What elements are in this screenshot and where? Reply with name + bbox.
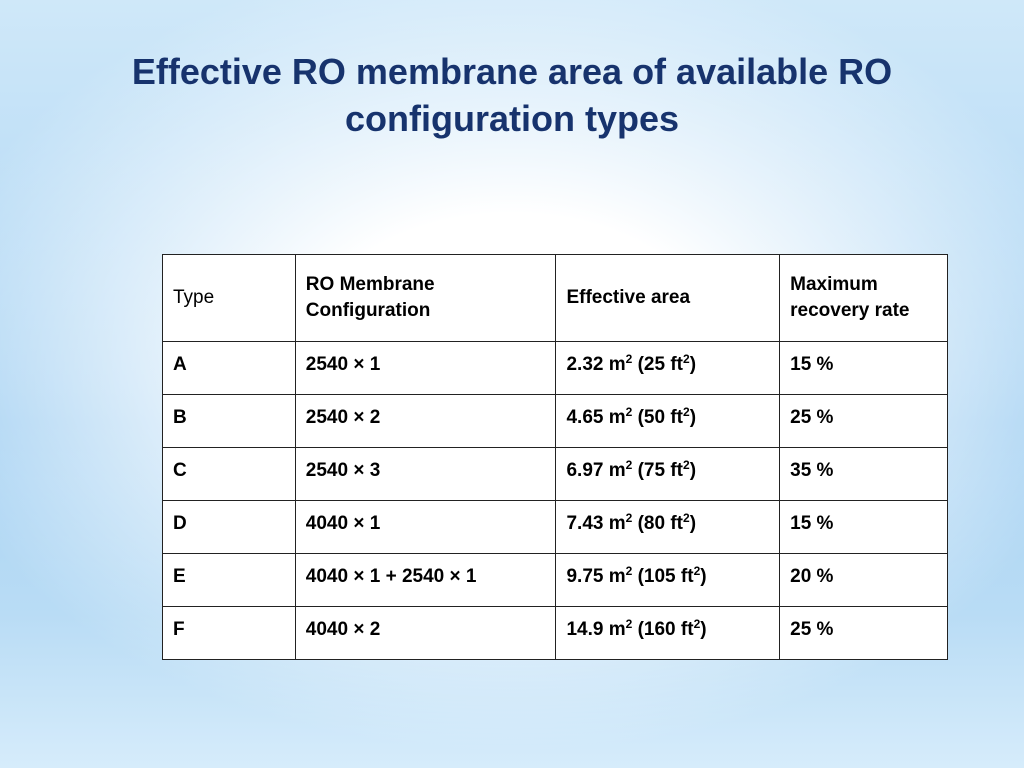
cell-type: D (162, 500, 296, 554)
table-row: A 2540 × 1 2.32 m2 (25 ft2) 15 % (162, 341, 948, 395)
table-row: D 4040 × 1 7.43 m2 (80 ft2) 15 % (162, 500, 948, 554)
cell-recovery-rate: 15 % (779, 341, 948, 395)
cell-recovery-rate: 25 % (779, 394, 948, 448)
slide-title: Effective RO membrane area of available … (0, 48, 1024, 142)
cell-configuration: 2540 × 2 (294, 394, 557, 448)
cell-recovery-rate: 35 % (779, 447, 948, 501)
cell-effective-area: 4.65 m2 (50 ft2) (555, 394, 781, 448)
header-effective-area: Effective area (555, 254, 781, 342)
cell-type: F (162, 606, 296, 660)
cell-recovery-rate: 15 % (779, 500, 948, 554)
header-configuration-line-2: Configuration (305, 300, 431, 321)
table-row: F 4040 × 2 14.9 m2 (160 ft2) 25 % (162, 606, 948, 660)
cell-effective-area: 9.75 m2 (105 ft2) (555, 553, 781, 607)
header-configuration-line-1: RO Membrane (305, 274, 435, 295)
cell-configuration: 2540 × 1 (294, 341, 557, 395)
cell-configuration: 4040 × 1 (294, 500, 557, 554)
cell-recovery-rate: 25 % (779, 606, 948, 660)
cell-recovery-rate: 20 % (779, 553, 948, 607)
slide-title-line-1: Effective RO membrane area of available … (131, 51, 893, 92)
cell-effective-area: 14.9 m2 (160 ft2) (555, 606, 781, 660)
cell-configuration: 4040 × 1 + 2540 × 1 (294, 553, 557, 607)
slide-title-line-2: configuration types (344, 98, 680, 139)
cell-type: A (162, 341, 296, 395)
header-configuration: RO Membrane Configuration (294, 254, 557, 342)
header-recovery-rate-line-2: recovery rate (790, 300, 910, 321)
cell-configuration: 4040 × 2 (294, 606, 557, 660)
cell-effective-area: 6.97 m2 (75 ft2) (555, 447, 781, 501)
header-recovery-rate: Maximum recovery rate (779, 254, 948, 342)
table-row: B 2540 × 2 4.65 m2 (50 ft2) 25 % (162, 394, 948, 448)
table-row: E 4040 × 1 + 2540 × 1 9.75 m2 (105 ft2) … (162, 553, 948, 607)
header-recovery-rate-line-1: Maximum (790, 274, 878, 295)
cell-configuration: 2540 × 3 (294, 447, 557, 501)
header-type: Type (162, 254, 296, 342)
table-header-row: Type RO Membrane Configuration Effective… (162, 254, 948, 342)
ro-configuration-table: Type RO Membrane Configuration Effective… (162, 254, 948, 660)
table-row: C 2540 × 3 6.97 m2 (75 ft2) 35 % (162, 447, 948, 501)
cell-effective-area: 2.32 m2 (25 ft2) (555, 341, 781, 395)
cell-type: B (162, 394, 296, 448)
cell-effective-area: 7.43 m2 (80 ft2) (555, 500, 781, 554)
cell-type: C (162, 447, 296, 501)
cell-type: E (162, 553, 296, 607)
